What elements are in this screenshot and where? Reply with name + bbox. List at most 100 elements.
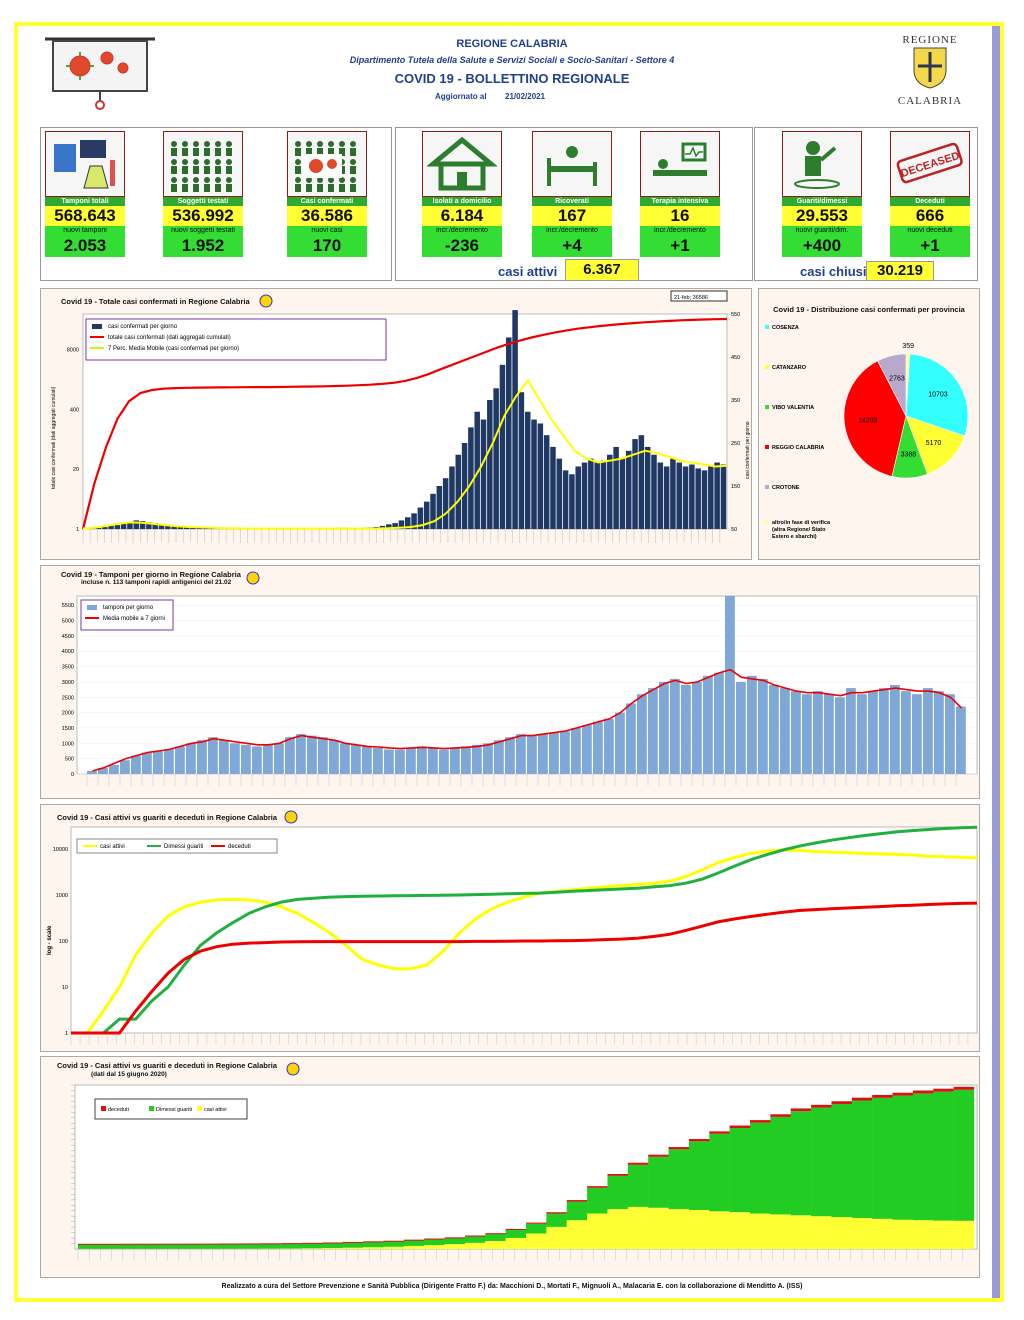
person-glyph <box>204 184 210 192</box>
recovered-bar <box>383 1241 405 1247</box>
daily-case-bar <box>518 392 525 529</box>
recovered-bar <box>464 1236 486 1243</box>
recovered-bar <box>790 1111 812 1216</box>
daily-test-bar <box>582 724 592 774</box>
y-tick-right: 50 <box>731 527 737 533</box>
daily-case-bar <box>120 523 127 529</box>
panel-stacked: Covid 19 - Casi attivi vs guariti e dece… <box>40 1056 980 1278</box>
kpi-sub-label: incr./decremento <box>640 226 720 235</box>
daily-case-bar <box>177 526 184 529</box>
deceased-bar <box>872 1094 893 1098</box>
pie-value-label: 5170 <box>926 440 942 447</box>
deceased-bar <box>892 1092 914 1096</box>
daily-test-bar <box>593 721 603 774</box>
legend-label: casi attivi <box>100 844 125 850</box>
daily-case-bar <box>701 470 708 529</box>
person-glyph <box>171 159 177 165</box>
person-glyph <box>193 148 199 156</box>
panel-province-pie: Covid 19 - Distribuzione casi confermati… <box>758 288 980 560</box>
recovered-bar <box>566 1201 588 1221</box>
kpi-card-guariti: Guariti/dimessi 29.553 nuovi guariti/dim… <box>782 131 864 257</box>
y-tick-left: 400 <box>70 407 79 413</box>
person-glyph <box>306 141 312 147</box>
daily-case-bar <box>543 435 550 529</box>
deceased-bar <box>383 1240 405 1242</box>
daily-test-bar <box>219 740 229 774</box>
daily-test-bar <box>450 747 460 774</box>
daily-case-bar <box>663 466 670 529</box>
crest-icon <box>913 47 947 89</box>
y-tick: 4000 <box>62 649 74 655</box>
y-tick: 0 <box>71 772 74 778</box>
person-glyph <box>193 166 199 174</box>
daily-case-bar <box>392 523 398 529</box>
daily-test-bar <box>230 743 240 774</box>
person-glyph <box>182 177 188 183</box>
legend-label: 7 Perc. Media Mobile (casi confermati pe… <box>108 346 239 352</box>
deceased-bar <box>750 1120 771 1123</box>
active-bar <box>770 1214 791 1249</box>
person-glyph <box>171 184 177 192</box>
deceased-bar <box>363 1241 384 1243</box>
daily-case-bar <box>581 462 588 529</box>
daily-case-bar <box>537 423 544 529</box>
daily-test-bar <box>648 688 658 774</box>
deceased-bar <box>302 1242 323 1244</box>
y-tick: 3500 <box>62 665 74 671</box>
daily-case-bar <box>550 446 556 529</box>
y-tick-right: 550 <box>731 312 740 318</box>
person-glyph <box>306 184 312 192</box>
person-glyph <box>182 148 188 156</box>
pie-legend-label: CATANZARO <box>772 365 807 371</box>
active-cases-label: casi attivi <box>498 264 558 279</box>
daily-test-bar <box>758 678 768 774</box>
person-glyph <box>350 166 356 174</box>
daily-test-bar <box>208 737 218 774</box>
kpi-sub-label: nuovi casi <box>287 226 367 235</box>
daily-test-bar <box>516 734 526 774</box>
virus-glyph <box>327 159 337 169</box>
daily-case-bar <box>676 462 683 529</box>
y-tick: 500 <box>65 757 74 763</box>
pie-value-label: 2763 <box>889 376 905 383</box>
person-glyph <box>182 184 188 192</box>
deceased-bar <box>505 1229 527 1231</box>
chart5-svg: deceduti Dimessi guariti casi attivi <box>71 1062 978 1261</box>
chart1-svg: 1 20 400 8000 50 150 250 350 450 550 totale casi c… <box>51 290 751 543</box>
daily-test-bar <box>164 749 174 774</box>
recovered-bar <box>729 1127 751 1213</box>
recovered-bar <box>953 1089 975 1221</box>
recovered-bar <box>851 1100 873 1218</box>
kpi-sub-value: +1 <box>640 235 720 257</box>
recovered-bar <box>261 1243 282 1249</box>
person-glyph <box>182 159 188 165</box>
daily-test-bar <box>131 755 141 774</box>
daily-test-bar <box>560 731 570 774</box>
daily-test-bar <box>802 694 812 774</box>
person-glyph <box>215 159 221 165</box>
kpi-sub-label: incr./decremento <box>532 226 612 235</box>
daily-test-bar <box>604 718 614 774</box>
cumulative-line <box>81 317 728 530</box>
daily-test-bar <box>890 685 900 774</box>
daily-case-bar <box>651 454 657 529</box>
active-bar <box>668 1209 690 1249</box>
daily-case-bar <box>512 310 518 529</box>
kpi-value: 6.184 <box>422 206 502 226</box>
daily-case-bar <box>101 527 108 529</box>
kpi-value: 167 <box>532 206 612 226</box>
hospital-bed-icon <box>532 131 612 197</box>
pie-legend-label: VIBO VALENTIA <box>772 405 814 411</box>
deceased-bar <box>98 1243 119 1245</box>
y-tick: 1000 <box>56 893 68 899</box>
pie-legend-swatch <box>765 325 769 329</box>
daily-test-bar <box>527 735 537 774</box>
recovered-bar <box>98 1244 119 1249</box>
closed-cases-label: casi chiusi <box>800 264 867 279</box>
recovered-bar <box>811 1107 832 1217</box>
region-badge-icon <box>284 810 298 824</box>
daily-test-bar <box>120 760 130 774</box>
active-bar <box>342 1247 364 1249</box>
chart5-subtitle: (dati dal 15 giugno 2020) <box>91 1071 167 1078</box>
y-axis-label-left: totale casi confermati (dati aggregati c… <box>51 386 57 489</box>
